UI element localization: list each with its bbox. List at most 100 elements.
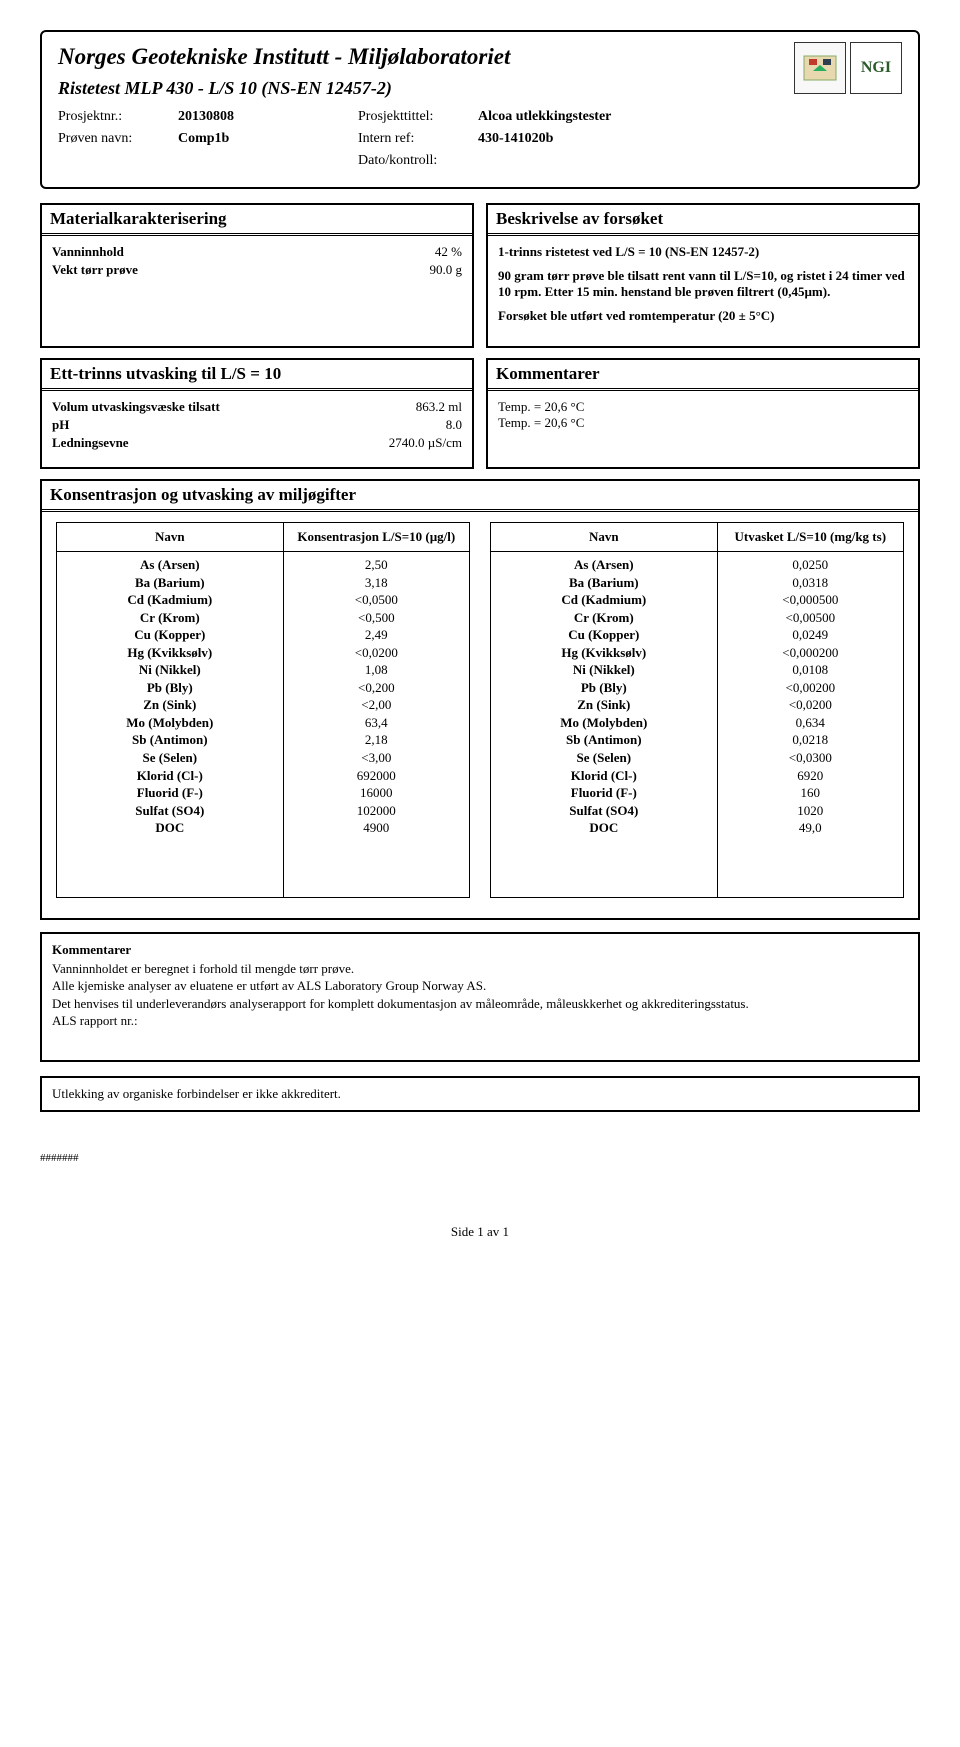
table-row: Cu (Kopper)	[499, 626, 709, 644]
table-row: 6920	[726, 767, 895, 785]
meta-row-date: Dato/kontroll:	[58, 153, 902, 169]
table-row: Pb (Bly)	[65, 679, 275, 697]
table-row: As (Arsen)	[499, 556, 709, 574]
table-row: Klorid (Cl-)	[499, 767, 709, 785]
table-row: 0,0218	[726, 731, 895, 749]
table-row: Klorid (Cl-)	[65, 767, 275, 785]
table-row: 63,4	[292, 714, 461, 732]
dry-weight-value: 90.0 g	[262, 262, 462, 278]
hash-marks: #######	[40, 1152, 920, 1164]
table-row: Hg (Kvikksølv)	[499, 644, 709, 662]
description-line1: 1-trinns ristetest ved L/S = 10 (NS-EN 1…	[498, 244, 908, 260]
project-num-label: Prosjektnr.:	[58, 109, 178, 125]
volume-label: Volum utvaskingsvæske tilsatt	[52, 399, 262, 415]
footer-note-text: Utlekking av organiske forbindelser er i…	[52, 1086, 341, 1101]
water-content-value: 42 %	[262, 244, 462, 260]
table-row: 102000	[292, 802, 461, 820]
leached-table: Navn Utvasket L/S=10 (mg/kg ts) As (Arse…	[490, 522, 904, 898]
project-title: Alcoa utlekkingstester	[478, 109, 611, 125]
ngi-logo: NGI	[850, 42, 902, 94]
table-row: Cr (Krom)	[499, 609, 709, 627]
water-content-label: Vanninnhold	[52, 244, 262, 260]
leached-substance-column: As (Arsen)Ba (Barium)Cd (Kadmium)Cr (Kro…	[491, 552, 718, 897]
table-row: 1020	[726, 802, 895, 820]
conc-substance-column: As (Arsen)Ba (Barium)Cd (Kadmium)Cr (Kro…	[57, 552, 284, 897]
table-row: <0,500	[292, 609, 461, 627]
table-row: Cd (Kadmium)	[499, 591, 709, 609]
comments-line-2: Alle kjemiske analyser av eluatene er ut…	[52, 977, 908, 995]
footer-note-box: Utlekking av organiske forbindelser er i…	[40, 1076, 920, 1112]
test-title: Ristetest MLP 430 - L/S 10 (NS-EN 12457-…	[58, 78, 902, 99]
dry-weight-label: Vekt tørr prøve	[52, 262, 262, 278]
small-comments-box: Kommentarer Temp. = 20,6 °C Temp. = 20,6…	[486, 358, 920, 469]
table-row: As (Arsen)	[65, 556, 275, 574]
conductivity-label: Ledningsevne	[52, 435, 262, 451]
page-number: Side 1 av 1	[40, 1224, 920, 1240]
table-row: Cr (Krom)	[65, 609, 275, 627]
table-row: 160	[726, 784, 895, 802]
material-description-row: Materialkarakterisering Vanninnhold 42 %…	[40, 203, 920, 348]
results-head: Konsentrasjon og utvasking av miljøgifte…	[42, 481, 918, 512]
table-row: Ni (Nikkel)	[499, 661, 709, 679]
volume-value: 863.2 ml	[262, 399, 462, 415]
org-title: Norges Geotekniske Institutt - Miljølabo…	[58, 44, 902, 70]
meta-row-sample: Prøven navn: Comp1b Intern ref: 430-1410…	[58, 131, 902, 147]
meta-row-project: Prosjektnr.: 20130808 Prosjekttittel: Al…	[58, 109, 902, 125]
table-row: 49,0	[726, 819, 895, 837]
table-row: Fluorid (F-)	[65, 784, 275, 802]
comments-box: Kommentarer Vanninnholdet er beregnet i …	[40, 932, 920, 1062]
temp-line-2: Temp. = 20,6 °C	[498, 415, 908, 431]
table-row: 692000	[292, 767, 461, 785]
table-row: <0,0500	[292, 591, 461, 609]
leaching-box: Ett-trinns utvasking til L/S = 10 Volum …	[40, 358, 474, 469]
table-row: <0,00500	[726, 609, 895, 627]
comments-line-1: Vanninnholdet er beregnet i forhold til …	[52, 960, 908, 978]
table-row: 0,0250	[726, 556, 895, 574]
description-para2: Forsøket ble utført ved romtemperatur (2…	[498, 308, 908, 324]
table-row: DOC	[65, 819, 275, 837]
leaching-comments-row: Ett-trinns utvasking til L/S = 10 Volum …	[40, 358, 920, 469]
table-row: <3,00	[292, 749, 461, 767]
table-row: Cu (Kopper)	[65, 626, 275, 644]
conc-value-column: 2,503,18<0,0500<0,5002,49<0,02001,08<0,2…	[284, 552, 469, 897]
comments-head: Kommentarer	[52, 942, 908, 958]
date-label: Dato/kontroll:	[358, 153, 478, 169]
table-row: Zn (Sink)	[65, 696, 275, 714]
table-row: 2,49	[292, 626, 461, 644]
table-row: Mo (Molybden)	[65, 714, 275, 732]
table-row: 4900	[292, 819, 461, 837]
table-row: Sulfat (SO4)	[499, 802, 709, 820]
table-row: <2,00	[292, 696, 461, 714]
material-box: Materialkarakterisering Vanninnhold 42 %…	[40, 203, 474, 348]
table-row: 0,0108	[726, 661, 895, 679]
table-row: <0,000500	[726, 591, 895, 609]
small-comments-head: Kommentarer	[488, 360, 918, 391]
table-row: Fluorid (F-)	[499, 784, 709, 802]
table-row: 0,0249	[726, 626, 895, 644]
table-row: <0,0300	[726, 749, 895, 767]
leaching-head: Ett-trinns utvasking til L/S = 10	[42, 360, 472, 391]
leached-table-col1-head: Navn	[491, 523, 718, 551]
logo-area: NGI	[794, 42, 902, 94]
table-row: Sb (Antimon)	[499, 731, 709, 749]
conductivity-value: 2740.0 µS/cm	[262, 435, 462, 451]
table-row: Sb (Antimon)	[65, 731, 275, 749]
intern-ref: 430-141020b	[478, 131, 553, 147]
description-box: Beskrivelse av forsøket 1-trinns ristete…	[486, 203, 920, 348]
header-box: NGI Norges Geotekniske Institutt - Miljø…	[40, 30, 920, 189]
ph-label: pH	[52, 417, 262, 433]
leached-value-column: 0,02500,0318<0,000500<0,005000,0249 <0,00…	[718, 552, 903, 897]
table-row: 0,0318	[726, 574, 895, 592]
table-row: Se (Selen)	[499, 749, 709, 767]
table-row: <0,00200	[726, 679, 895, 697]
comments-line-4: ALS rapport nr.:	[52, 1012, 908, 1030]
table-row: 2,50	[292, 556, 461, 574]
table-row: Pb (Bly)	[499, 679, 709, 697]
table-row: Ba (Barium)	[499, 574, 709, 592]
table-row: <0,0200	[726, 696, 895, 714]
table-row: Sulfat (SO4)	[65, 802, 275, 820]
table-row: Hg (Kvikksølv)	[65, 644, 275, 662]
accreditation-logo	[794, 42, 846, 94]
sample-name: Comp1b	[178, 131, 358, 147]
description-para1: 90 gram tørr prøve ble tilsatt rent vann…	[498, 268, 908, 300]
